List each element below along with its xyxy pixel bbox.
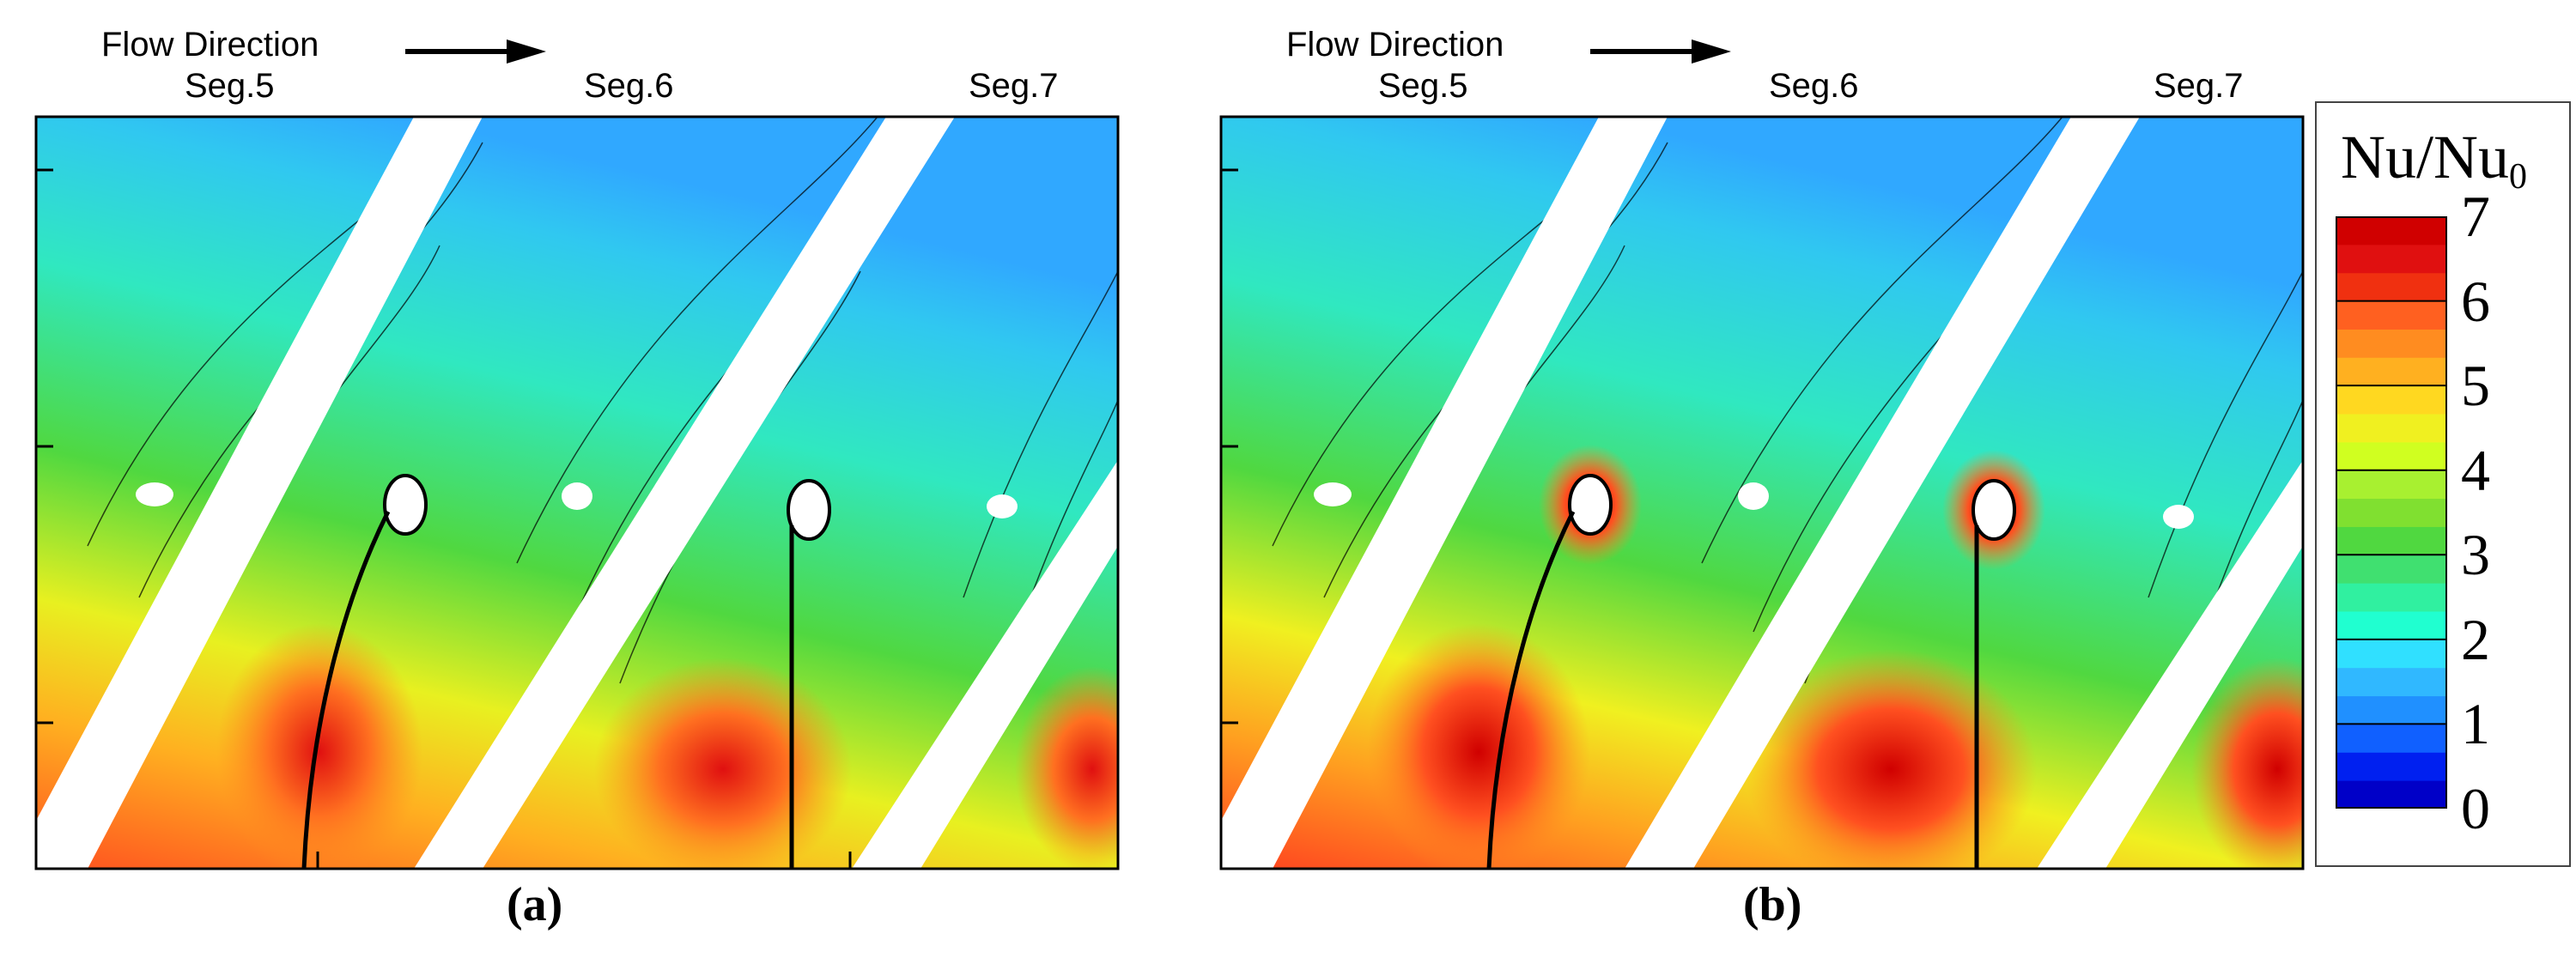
colorbar-swatch <box>2336 667 2447 697</box>
panel-label-a: (a) <box>507 878 563 931</box>
legend-title-subscript: 0 <box>2509 157 2527 197</box>
plot-axes-b <box>1219 115 2305 870</box>
colorbar-tick-label: 6 <box>2461 268 2490 334</box>
colorbar-swatch <box>2336 470 2447 500</box>
segment-label-6: Seg.6 <box>584 67 674 105</box>
colorbar-swatch <box>2336 639 2447 669</box>
segment-label-7: Seg.7 <box>2154 67 2244 105</box>
colorbar-swatch <box>2336 272 2447 302</box>
colorbar-swatch <box>2336 695 2447 724</box>
contour-plot-a <box>36 117 1118 869</box>
colorbar-swatch <box>2336 300 2447 330</box>
colorbar-tick-label: 1 <box>2461 691 2490 757</box>
colorbar-tick-label: 3 <box>2461 522 2490 588</box>
contour-plot-b <box>1221 117 2303 869</box>
colorbar-swatch <box>2336 414 2447 443</box>
colorbar-swatch <box>2336 611 2447 640</box>
colorbar-swatch <box>2336 724 2447 753</box>
colorbar-swatch <box>2336 329 2447 358</box>
panel-a: Flow Direction Seg.5 Seg.6 Seg.7 <box>0 0 1168 970</box>
colorbar-swatch <box>2336 498 2447 527</box>
legend-title: Nu/Nu0 <box>2341 122 2527 197</box>
flow-arrow-icon <box>1590 39 1731 64</box>
segment-label-6: Seg.6 <box>1769 67 1859 105</box>
colorbar-swatch <box>2336 752 2447 781</box>
flow-direction-label: Flow Direction <box>101 26 319 64</box>
colorbar <box>2336 216 2447 809</box>
colorbar-tick-label: 2 <box>2461 606 2490 672</box>
colorbar-swatch <box>2336 583 2447 612</box>
legend-title-main: Nu/Nu <box>2341 123 2509 191</box>
segment-label-5: Seg.5 <box>1378 67 1468 105</box>
panel-b: Flow Direction Seg.5 Seg.6 Seg.7 <box>1185 0 2353 970</box>
colorbar-swatch <box>2336 385 2447 415</box>
colorbar-tick-label: 0 <box>2461 776 2490 841</box>
segment-label-5: Seg.5 <box>185 67 275 105</box>
colorbar-swatch <box>2336 526 2447 555</box>
plot-axes-a <box>34 115 1120 870</box>
colorbar-swatch <box>2336 555 2447 584</box>
colorbar-swatch <box>2336 244 2447 274</box>
flow-direction-label: Flow Direction <box>1286 26 1504 64</box>
colorbar-tick-label: 4 <box>2461 437 2490 503</box>
colorbar-swatch <box>2336 780 2447 809</box>
colorbar-swatch <box>2336 441 2447 471</box>
segment-label-7: Seg.7 <box>969 67 1059 105</box>
flow-arrow-icon <box>405 39 546 64</box>
colorbar-tick-label: 5 <box>2461 353 2490 419</box>
colorbar-tick-label: 7 <box>2461 184 2490 249</box>
colorbar-swatch <box>2336 357 2447 386</box>
colorbar-swatch <box>2336 216 2447 246</box>
panel-label-b: (b) <box>1743 878 1802 931</box>
